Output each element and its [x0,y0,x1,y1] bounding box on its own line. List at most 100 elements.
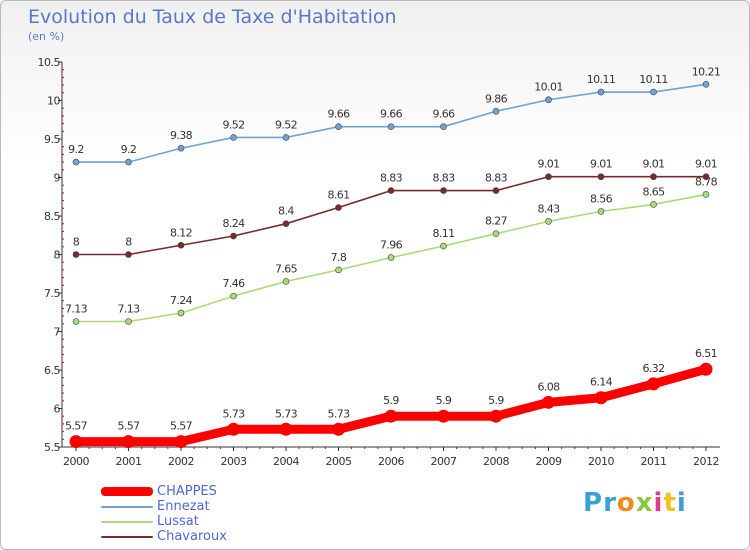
data-label: 7.13 [65,302,88,315]
data-point [702,173,710,181]
data-label: 9.01 [537,158,559,171]
y-tick-label: 8 [54,249,61,262]
data-point [122,435,135,449]
legend-item-ennezat: Ennezat [101,499,227,514]
data-label: 9.38 [170,129,193,142]
data-label: 8.83 [485,172,508,185]
y-tick-label: 5.5 [44,441,60,454]
logo-letter: P [583,488,604,518]
data-label: 9.01 [590,158,612,171]
x-tick-label: 2005 [326,455,352,468]
legend-item-lussat: Lussat [101,514,227,529]
data-point [282,220,290,227]
y-tick-label: 9 [54,172,61,185]
data-point [230,134,237,141]
data-label: 9.66 [327,108,350,121]
data-point [125,318,132,325]
data-label: 7.8 [331,251,347,264]
legend-swatch [101,520,153,523]
logo-letter: i [676,488,687,518]
data-label: 9.52 [275,118,297,131]
data-label: 5.9 [488,394,504,407]
legend-swatch [101,505,153,508]
data-label: 8.27 [485,215,508,228]
x-tick-label: 2003 [221,455,247,468]
proxiti-logo: Proxiti [583,488,687,518]
data-point [177,309,185,317]
x-tick-label: 2007 [431,455,457,468]
logo-letter: x [635,488,654,518]
data-label: 5.9 [383,394,399,407]
data-point [545,173,552,181]
data-label: 7.24 [170,294,193,307]
data-label: 9.66 [380,108,403,121]
x-tick-label: 2000 [63,455,89,468]
chart-subtitle: (en %) [28,30,65,43]
data-point [177,144,185,152]
x-tick-label: 2006 [378,455,404,468]
data-point [230,292,237,300]
data-label: 5.9 [436,394,452,407]
data-label: 6.51 [695,347,717,360]
data-point [597,208,605,215]
data-label: 9.86 [485,92,508,105]
data-label: 5.57 [170,420,193,433]
x-tick-label: 2009 [536,455,562,468]
data-label: 8.24 [222,217,245,230]
data-point [282,278,290,285]
data-label: 8.83 [432,172,455,185]
data-point [594,391,608,405]
data-point [650,201,657,208]
x-tick-label: 2010 [588,455,614,468]
logo-letter: t [663,488,677,518]
data-label: 10.01 [534,81,563,94]
legend-swatch [101,535,153,538]
data-label: 7.46 [222,277,245,290]
data-label: 9.66 [432,108,455,121]
x-tick-label: 2004 [273,455,299,468]
data-label: 10.11 [639,73,668,86]
y-tick-label: 7.5 [44,287,60,300]
data-point [437,409,450,423]
data-point [230,232,237,240]
data-point [489,409,503,423]
logo-letter: r [603,488,617,518]
x-tick-label: 2011 [641,455,667,468]
logo-letter: o [616,488,636,518]
data-label: 8 [73,236,80,249]
data-point [702,191,710,198]
series-line-ennezat [75,83,707,163]
data-label: 7.65 [275,262,298,275]
legend-item-chavaroux: Chavaroux [101,529,227,544]
data-label: 8.83 [380,172,403,185]
y-tick-label: 10.5 [38,56,61,69]
data-label: 6.08 [537,380,560,393]
data-point [545,218,552,225]
x-tick-label: 2008 [483,455,509,468]
data-label: 10.11 [587,73,616,86]
data-point [384,409,398,423]
data-label: 9.52 [222,118,244,131]
data-label: 5.73 [222,407,245,420]
y-tick-label: 10 [47,95,60,108]
data-point [282,134,290,141]
data-point [650,88,657,96]
data-point [492,187,500,194]
data-point [597,173,605,181]
data-label: 8 [125,236,132,249]
data-point [650,173,657,181]
data-point [227,422,240,436]
data-point [335,266,342,274]
data-point [72,318,80,325]
y-tick-label: 6.5 [44,364,60,377]
data-point [699,362,713,376]
data-label: 9.2 [68,143,84,156]
chart-title: Evolution du Taux de Taxe d'Habitation [28,6,397,28]
data-label: 5.57 [65,420,88,433]
legend-item-chappes: CHAPPES [101,484,227,499]
data-point [702,81,710,88]
y-tick-label: 8.5 [44,210,60,223]
data-point [387,123,395,130]
